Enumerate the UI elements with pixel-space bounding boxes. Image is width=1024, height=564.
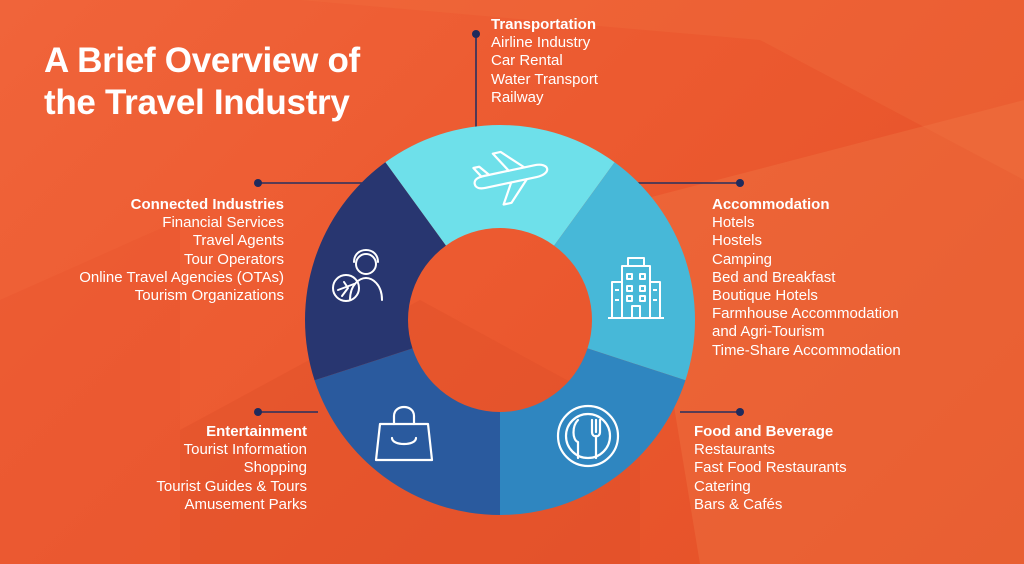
travel-agent-icon — [332, 249, 383, 302]
list-item: Camping — [712, 250, 773, 268]
segment-connected-industries — [305, 162, 446, 381]
list-item: Tourism Organizations — [134, 287, 284, 305]
segment-accommodation — [554, 162, 695, 381]
list-item: Car Rental — [491, 52, 563, 70]
category-connected-industries: Connected Industries Financial Services … — [79, 196, 284, 305]
connector-dot-accommodation — [736, 179, 744, 187]
category-transportation: Transportation Airline Industry Car Rent… — [491, 16, 598, 107]
list-item: Amusement Parks — [184, 495, 307, 513]
list-item: Hotels — [712, 214, 755, 232]
category-food-and-beverage: Food and Beverage Restaurants Fast Food … — [694, 423, 847, 514]
category-entertainment: Entertainment Tourist Information Shoppi… — [156, 423, 307, 514]
category-heading: Transportation — [491, 16, 597, 33]
category-heading: Entertainment — [206, 423, 307, 440]
page-title: A Brief Overview of the Travel Industry — [44, 40, 464, 124]
title-line-2: the Travel Industry — [44, 83, 350, 122]
list-item: Financial Services — [162, 214, 284, 232]
category-accommodation: Accommodation Hotels Hostels Camping Bed… — [712, 196, 901, 360]
list-item: Bars & Cafés — [694, 495, 783, 513]
plate-fork-knife-icon — [556, 404, 620, 468]
category-heading: Food and Beverage — [694, 423, 834, 440]
list-item: Restaurants — [694, 441, 775, 459]
connector-dot-food-and-beverage — [736, 408, 744, 416]
list-item: Tourist Information — [183, 441, 307, 459]
list-item: Tourist Guides & Tours — [156, 477, 307, 495]
airplane-icon — [472, 150, 549, 206]
connector-dot-transportation — [472, 30, 480, 38]
list-item: Shopping — [243, 459, 307, 477]
category-heading: Accommodation — [712, 196, 830, 213]
list-item: Fast Food Restaurants — [694, 459, 847, 477]
list-item: Tour Operators — [183, 250, 284, 268]
list-item: Farmhouse Accommodation — [712, 305, 899, 323]
list-item: and Agri-Tourism — [712, 323, 825, 341]
list-item: Railway — [491, 88, 544, 106]
connector-lines — [254, 30, 744, 416]
category-heading: Connected Industries — [130, 196, 284, 213]
list-item: Bed and Breakfast — [712, 268, 836, 286]
list-item: Hostels — [712, 232, 763, 250]
list-item: Water Transport — [491, 70, 598, 88]
list-item: Time-Share Accommodation — [712, 341, 901, 359]
list-item: Airline Industry — [491, 34, 591, 52]
title-line-1: A Brief Overview of — [44, 41, 360, 80]
shopping-bag-icon — [374, 405, 434, 462]
list-item: Boutique Hotels — [712, 287, 818, 305]
list-item: Online Travel Agencies (OTAs) — [79, 268, 284, 286]
hotel-building-icon — [608, 257, 664, 319]
list-item: Catering — [694, 477, 751, 495]
list-item: Travel Agents — [192, 232, 284, 250]
connector-dot-connected-industries — [254, 179, 262, 187]
connector-dot-entertainment — [254, 408, 262, 416]
segment-entertainment — [314, 348, 500, 515]
